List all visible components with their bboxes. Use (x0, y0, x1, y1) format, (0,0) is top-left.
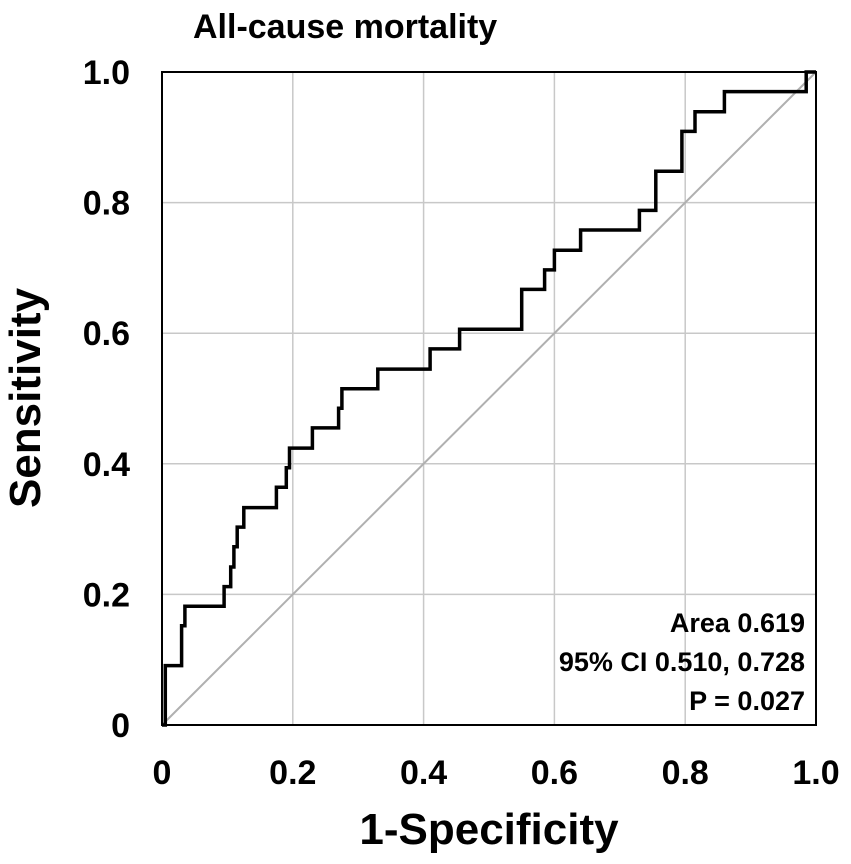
roc-curve-line (162, 70, 816, 727)
annotation-area: Area 0.619 (670, 608, 805, 638)
x-tick-label: 1.0 (792, 754, 839, 792)
y-tick-label: 0.6 (83, 315, 130, 353)
reference-diagonal-line (161, 71, 817, 726)
y-tick-label: 0.2 (83, 576, 130, 614)
x-axis-title: 1-Specificity (359, 805, 619, 854)
x-tick-label: 0 (153, 754, 172, 792)
x-tick-label: 0.8 (662, 754, 709, 792)
plot-area-frame (161, 71, 817, 726)
y-tick-labels: 0 0.2 0.4 0.6 0.8 1.0 (83, 54, 130, 745)
chart-title: All-cause mortality (193, 8, 497, 46)
annotation-ci: 95% CI 0.510, 0.728 (559, 647, 805, 677)
y-tick-label: 0.8 (83, 185, 130, 223)
x-tick-labels: 0 0.2 0.4 0.6 0.8 1.0 (153, 754, 840, 792)
x-tick-label: 0.4 (400, 754, 447, 792)
x-tick-label: 0.6 (531, 754, 578, 792)
y-tick-label: 1.0 (83, 54, 130, 92)
y-tick-label: 0.4 (83, 446, 130, 484)
y-axis-title: Sensitivity (1, 287, 50, 508)
y-tick-label: 0 (111, 707, 130, 745)
x-tick-label: 0.2 (269, 754, 316, 792)
annotation-p-value: P = 0.027 (689, 686, 805, 716)
